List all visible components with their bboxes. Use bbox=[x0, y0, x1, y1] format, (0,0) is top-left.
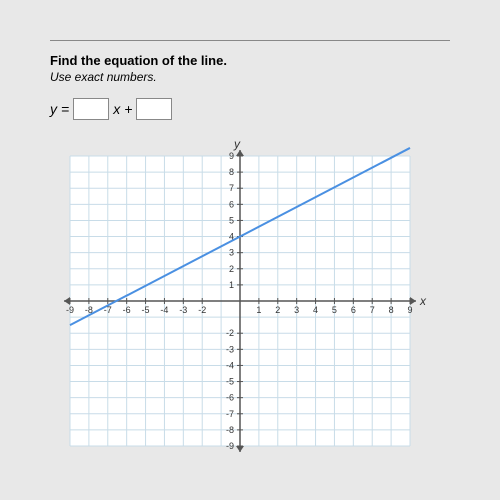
svg-text:-4: -4 bbox=[160, 305, 168, 315]
chart-svg: -9-8-7-6-5-4-3-2123456789123456789-2-3-4… bbox=[50, 136, 430, 466]
equation-row: y = x + bbox=[50, 98, 450, 120]
svg-text:1: 1 bbox=[256, 305, 261, 315]
svg-text:2: 2 bbox=[229, 264, 234, 274]
section-divider bbox=[50, 40, 450, 41]
intercept-input[interactable] bbox=[136, 98, 172, 120]
svg-text:5: 5 bbox=[229, 215, 234, 225]
svg-text:-6: -6 bbox=[226, 393, 234, 403]
svg-text:-9: -9 bbox=[226, 441, 234, 451]
svg-text:-7: -7 bbox=[226, 409, 234, 419]
svg-text:-9: -9 bbox=[66, 305, 74, 315]
svg-text:-6: -6 bbox=[123, 305, 131, 315]
svg-text:-8: -8 bbox=[226, 425, 234, 435]
svg-text:3: 3 bbox=[294, 305, 299, 315]
svg-text:-2: -2 bbox=[198, 305, 206, 315]
svg-text:x: x bbox=[419, 294, 427, 308]
svg-text:-4: -4 bbox=[226, 360, 234, 370]
svg-text:2: 2 bbox=[275, 305, 280, 315]
svg-text:3: 3 bbox=[229, 248, 234, 258]
equation-lhs: y bbox=[50, 101, 57, 117]
svg-text:6: 6 bbox=[229, 199, 234, 209]
svg-text:6: 6 bbox=[351, 305, 356, 315]
equation-var: x bbox=[113, 101, 120, 117]
equation-plus: + bbox=[124, 101, 132, 117]
prompt-subtitle: Use exact numbers. bbox=[50, 70, 450, 84]
svg-text:-2: -2 bbox=[226, 328, 234, 338]
svg-text:9: 9 bbox=[407, 305, 412, 315]
svg-text:7: 7 bbox=[229, 183, 234, 193]
svg-text:7: 7 bbox=[370, 305, 375, 315]
svg-text:8: 8 bbox=[229, 167, 234, 177]
coordinate-chart: -9-8-7-6-5-4-3-2123456789123456789-2-3-4… bbox=[50, 136, 430, 466]
svg-text:8: 8 bbox=[389, 305, 394, 315]
svg-text:1: 1 bbox=[229, 280, 234, 290]
svg-text:-5: -5 bbox=[142, 305, 150, 315]
svg-text:-3: -3 bbox=[179, 305, 187, 315]
svg-text:y: y bbox=[233, 137, 241, 151]
svg-text:-3: -3 bbox=[226, 344, 234, 354]
slope-input[interactable] bbox=[73, 98, 109, 120]
svg-text:4: 4 bbox=[313, 305, 318, 315]
svg-text:9: 9 bbox=[229, 151, 234, 161]
svg-text:-5: -5 bbox=[226, 377, 234, 387]
svg-text:5: 5 bbox=[332, 305, 337, 315]
equation-equals: = bbox=[61, 101, 69, 117]
prompt-title: Find the equation of the line. bbox=[50, 53, 450, 68]
